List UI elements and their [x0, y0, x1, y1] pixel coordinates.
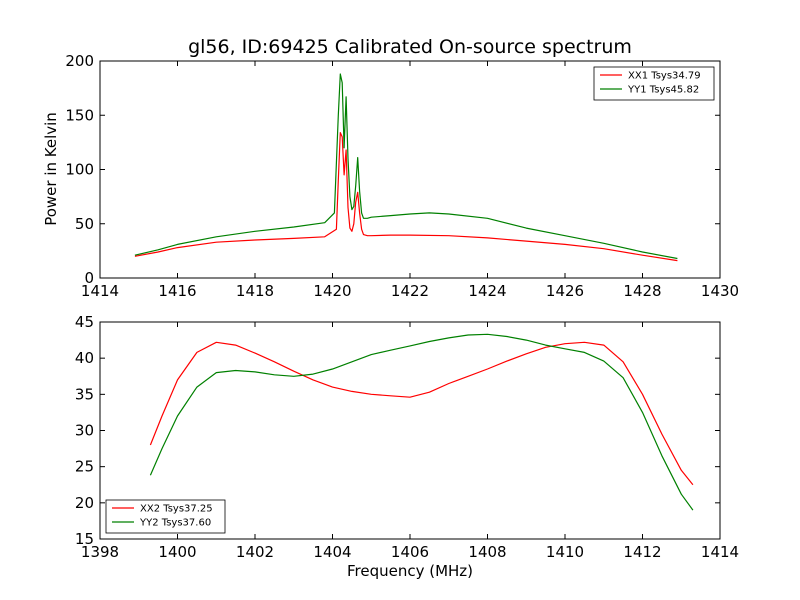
bottom-x-axis-label: Frequency (MHz)	[347, 562, 473, 580]
legend: XX1 Tsys34.79 YY1 Tsys45.82	[593, 66, 715, 101]
legend-label: YY1 Tsys45.82	[627, 85, 699, 96]
y-tick-label: 20	[75, 494, 94, 512]
y-tick-label: 30	[75, 422, 94, 440]
bottom-panel: 1398 1400 1402 1404 1406 1408 1410 1412 1414 15 20…	[75, 313, 739, 561]
series-line-xx2	[149, 341, 694, 486]
x-tick-label: 1414	[81, 282, 119, 300]
chart-title: gl56, ID:69425 Calibrated On-source spec…	[188, 36, 632, 58]
x-tick-label: 1408	[468, 543, 506, 561]
y-tick-label: 100	[65, 161, 94, 179]
x-tick-label: 1410	[546, 543, 584, 561]
x-tick-label: 1400	[158, 543, 196, 561]
y-tick-label: 50	[75, 215, 94, 233]
x-tick-label: 1406	[391, 543, 429, 561]
x-tick-label: 1428	[623, 282, 661, 300]
legend-label: XX1 Tsys34.79	[628, 71, 701, 82]
y-tick-label: 15	[75, 530, 94, 548]
x-tick-label: 1402	[236, 543, 274, 561]
y-tick-label: 0	[84, 269, 94, 287]
y-tick-label: 40	[75, 349, 94, 367]
x-tick-label: 1420	[313, 282, 351, 300]
x-tick-label: 1418	[236, 282, 274, 300]
y-tick-label: 150	[65, 106, 94, 124]
x-tick-label: 1398	[81, 543, 119, 561]
x-tick-label: 1414	[701, 543, 739, 561]
series-line-yy2	[149, 333, 694, 511]
x-tick-label: 1422	[391, 282, 429, 300]
y-tick-label: 35	[75, 385, 94, 403]
legend-box	[105, 499, 226, 534]
x-tick-label: 1424	[468, 282, 506, 300]
series-line-yy1	[134, 73, 678, 260]
y-tick-label: 45	[75, 313, 94, 331]
legend-label: YY2 Tsys37.60	[139, 518, 211, 529]
y-tick-label: 200	[65, 52, 94, 70]
x-tick-label: 1416	[158, 282, 196, 300]
top-y-axis-label: Power in Kelvin	[42, 112, 60, 226]
legend-box	[593, 66, 715, 101]
x-tick-label: 1412	[623, 543, 661, 561]
x-tick-label: 1430	[701, 282, 739, 300]
legend: XX2 Tsys37.25 YY2 Tsys37.60	[105, 499, 226, 534]
y-tick-label: 25	[75, 458, 94, 476]
legend-label: XX2 Tsys37.25	[140, 504, 213, 515]
top-panel: 1414 1416 1418 1420 1422 1424 1426 1428 1430 0 50 1…	[65, 52, 739, 300]
x-tick-label: 1426	[546, 282, 584, 300]
x-tick-label: 1404	[313, 543, 351, 561]
series-line-xx1	[134, 132, 678, 262]
